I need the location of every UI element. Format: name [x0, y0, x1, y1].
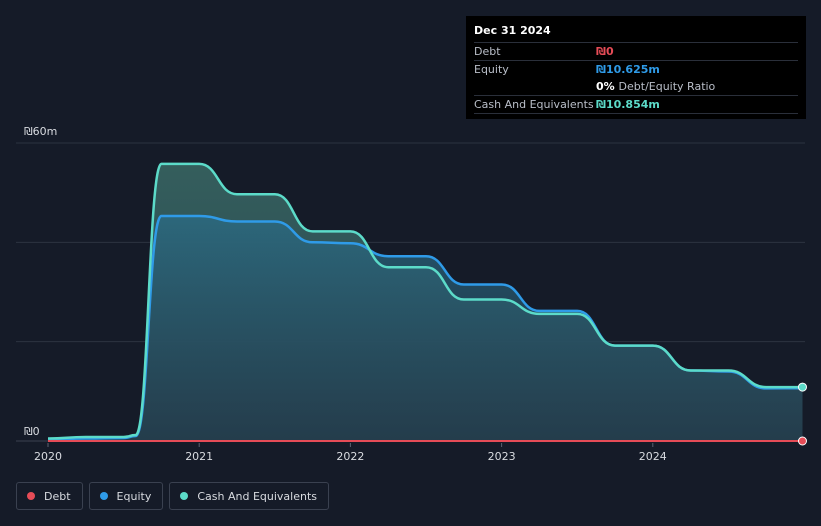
tooltip-equity-value: ₪10.625m: [596, 63, 660, 76]
tooltip-equity-label: Equity: [474, 63, 509, 76]
legend-item-cash[interactable]: Cash And Equivalents: [169, 482, 329, 510]
debt-dot-icon: [27, 492, 35, 500]
legend-item-debt[interactable]: Debt: [16, 482, 83, 510]
tooltip-cash-value: ₪10.854m: [596, 98, 660, 111]
tooltip-cash-label: Cash And Equivalents: [474, 98, 594, 111]
legend-debt-label: Debt: [44, 489, 71, 503]
cash-line: [47, 162, 803, 440]
y-tick-label: ₪60m: [24, 125, 57, 138]
legend-item-equity[interactable]: Equity: [88, 482, 164, 510]
equity-dot-icon: [99, 492, 108, 500]
equity-area: [48, 216, 803, 441]
tooltip-debt-label: Debt: [474, 45, 501, 58]
x-tick-label: 2022: [336, 450, 364, 463]
legend-cash-label: Cash And Equivalents: [197, 489, 317, 503]
debt-end-marker: [797, 436, 807, 446]
x-tick-label: 2021: [185, 450, 213, 463]
data-tooltip: Dec 31 2024 Debt ₪0 Equity ₪10.625m 0% D…: [466, 16, 806, 119]
x-tick-label: 2023: [488, 450, 516, 463]
x-tick-label: 2020: [34, 450, 62, 463]
tooltip-row-cash: Cash And Equivalents ₪10.854m: [474, 95, 798, 113]
cash-dot-icon: [180, 492, 189, 500]
tooltip-row-ratio: 0% Debt/Equity Ratio: [474, 78, 798, 95]
y-tick-label: ₪0: [24, 425, 40, 438]
tooltip-row-equity: Equity ₪10.625m: [474, 60, 798, 78]
tooltip-ratio-block: 0% Debt/Equity Ratio: [596, 78, 715, 95]
tooltip-row-debt: Debt ₪0: [474, 42, 798, 60]
tooltip-debt-value: ₪0: [596, 45, 614, 58]
chart-legend: Debt Equity Cash And Equivalents: [16, 482, 329, 510]
x-tick-label: 2024: [639, 450, 667, 463]
tooltip-bottom-divider: [474, 113, 798, 131]
legend-equity-label: Equity: [116, 489, 152, 503]
cash-end-marker: [797, 382, 807, 392]
tooltip-date: Dec 31 2024: [474, 24, 551, 37]
tooltip-ratio-value: 0%: [596, 80, 615, 93]
tooltip-ratio-label: Debt/Equity Ratio: [618, 80, 716, 93]
